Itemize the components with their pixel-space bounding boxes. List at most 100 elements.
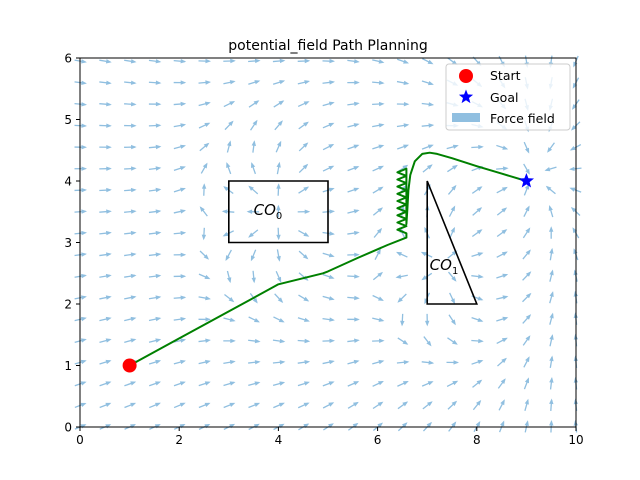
force-arrow xyxy=(74,359,87,365)
force-arrow-head xyxy=(378,123,385,128)
force-arrow-head xyxy=(476,400,482,406)
force-arrow xyxy=(198,381,211,387)
force-arrow-head xyxy=(353,359,360,365)
force-arrow xyxy=(347,59,360,64)
force-arrow-head xyxy=(502,166,509,171)
force-arrow-head xyxy=(302,163,309,170)
force-arrow xyxy=(549,226,554,239)
force-arrow-head xyxy=(105,402,112,407)
force-arrow xyxy=(251,140,256,153)
force-arrow-head xyxy=(201,183,207,189)
force-arrow-head xyxy=(476,186,483,192)
force-arrow-head xyxy=(277,120,283,126)
force-arrow-head xyxy=(354,252,360,257)
force-arrow-head xyxy=(569,187,576,192)
force-arrow xyxy=(276,161,281,175)
force-arrow-head xyxy=(248,185,254,191)
force-arrow-head xyxy=(549,398,554,405)
force-arrow xyxy=(124,338,137,343)
force-arrow-head xyxy=(353,381,360,386)
force-arrow-head xyxy=(105,424,112,429)
force-arrow-head xyxy=(478,338,484,344)
force-arrow-head xyxy=(204,402,211,407)
force-arrow xyxy=(198,338,211,343)
force-arrow-head xyxy=(80,338,87,343)
force-arrow xyxy=(421,80,434,86)
force-arrow-head xyxy=(572,104,577,110)
force-arrow-head xyxy=(452,144,459,149)
force-arrow-head xyxy=(475,421,481,427)
force-arrow xyxy=(198,80,211,85)
force-arrow xyxy=(248,229,259,238)
force-arrow-head xyxy=(328,296,335,301)
force-arrow xyxy=(99,316,112,322)
force-arrow xyxy=(298,229,310,237)
force-arrow xyxy=(347,359,360,365)
force-arrow-head xyxy=(501,251,508,257)
force-arrow xyxy=(372,401,384,410)
force-arrow-head xyxy=(254,381,261,386)
force-arrow xyxy=(322,80,335,85)
force-arrow-head xyxy=(179,402,186,407)
force-arrow-head xyxy=(227,140,232,147)
force-arrow xyxy=(449,292,455,305)
force-arrow xyxy=(549,355,554,368)
force-arrow-head xyxy=(180,187,186,192)
force-arrow-head xyxy=(501,207,508,213)
force-arrow-head xyxy=(378,59,385,64)
force-arrow-head xyxy=(572,82,578,89)
force-arrow xyxy=(124,80,137,85)
force-arrow-head xyxy=(352,422,359,428)
force-arrow xyxy=(99,187,112,193)
force-arrow-head xyxy=(573,61,578,68)
force-arrow xyxy=(198,295,211,301)
force-arrow xyxy=(372,186,384,194)
force-arrow xyxy=(74,209,87,214)
force-arrow-head xyxy=(329,58,335,64)
force-arrow-head xyxy=(130,187,137,193)
force-arrow-head xyxy=(254,318,260,323)
force-arrow-head xyxy=(403,102,410,107)
marker-layer xyxy=(122,173,534,373)
y-tick-label: 6 xyxy=(64,52,72,66)
force-arrow xyxy=(549,312,554,325)
force-arrow xyxy=(497,378,506,389)
force-arrow xyxy=(226,162,232,175)
force-arrow xyxy=(421,360,435,365)
force-arrow xyxy=(124,381,137,387)
force-arrow xyxy=(99,123,112,128)
force-arrow xyxy=(74,145,87,150)
force-arrow xyxy=(347,252,360,257)
force-arrow-head xyxy=(155,381,161,386)
force-arrow-head xyxy=(277,297,284,303)
force-arrow xyxy=(472,207,483,216)
force-field-layer xyxy=(74,55,582,433)
force-arrow-head xyxy=(155,166,162,171)
force-arrow-head xyxy=(500,378,506,384)
force-arrow xyxy=(496,337,508,345)
force-arrow-head xyxy=(276,255,281,262)
x-tick-label: 4 xyxy=(275,433,283,447)
force-arrow-head xyxy=(328,253,335,258)
force-arrow-head xyxy=(477,296,484,301)
force-arrow xyxy=(74,295,87,300)
force-arrow-head xyxy=(81,59,87,64)
force-arrow xyxy=(447,184,457,195)
force-arrow-head xyxy=(400,320,405,327)
force-arrow-head xyxy=(451,319,456,326)
force-arrow-head xyxy=(328,402,335,407)
force-arrow-head xyxy=(81,80,87,85)
force-arrow-head xyxy=(354,338,360,343)
force-arrow-head xyxy=(253,100,260,106)
force-arrow-head xyxy=(377,401,384,407)
force-arrow xyxy=(99,166,112,171)
force-arrow xyxy=(347,123,360,128)
force-arrow-head xyxy=(353,401,359,407)
force-arrow-head xyxy=(105,338,112,343)
legend-field-patch xyxy=(452,113,480,122)
y-tick-label: 0 xyxy=(64,421,72,435)
force-arrow-head xyxy=(476,379,483,385)
force-arrow-head xyxy=(329,80,335,85)
force-arrow xyxy=(173,338,187,343)
force-arrow xyxy=(224,293,235,303)
